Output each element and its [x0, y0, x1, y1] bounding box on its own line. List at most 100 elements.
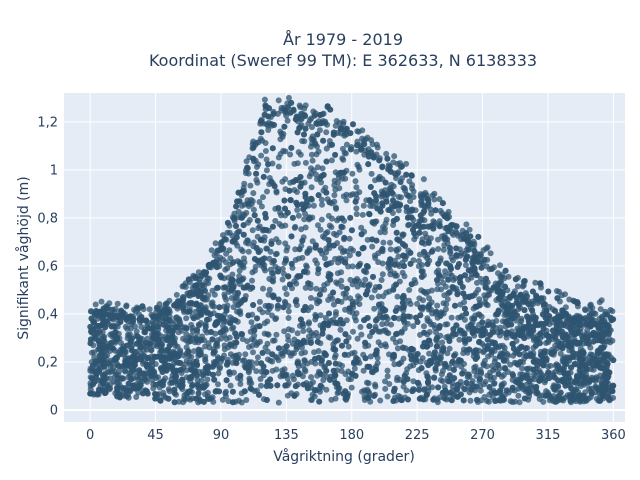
data-point	[315, 222, 321, 229]
data-point	[479, 279, 486, 286]
data-point	[407, 352, 414, 359]
data-point	[322, 314, 329, 321]
data-point	[317, 312, 324, 319]
data-point	[410, 226, 416, 233]
data-point	[440, 246, 447, 253]
data-point	[88, 328, 95, 335]
data-point	[257, 376, 264, 382]
data-point	[603, 351, 610, 358]
data-point	[556, 318, 563, 325]
data-point	[341, 351, 348, 358]
data-point	[435, 236, 441, 243]
data-point	[446, 338, 453, 344]
data-point	[292, 383, 299, 390]
data-point	[240, 231, 247, 238]
data-point	[441, 242, 448, 249]
data-point	[354, 335, 361, 342]
data-point	[471, 364, 478, 371]
data-point	[325, 212, 332, 219]
data-point	[316, 398, 323, 405]
data-point	[173, 303, 180, 309]
data-point	[314, 131, 321, 138]
data-point	[113, 355, 120, 361]
data-point	[390, 183, 397, 190]
data-point	[266, 275, 273, 282]
data-point	[282, 382, 289, 389]
data-point	[266, 255, 273, 262]
data-point	[248, 319, 255, 326]
data-point	[183, 315, 190, 322]
data-point	[430, 396, 437, 403]
data-point	[448, 221, 455, 228]
data-point	[440, 345, 447, 351]
data-point	[439, 339, 446, 346]
data-point	[465, 238, 472, 245]
data-point	[515, 361, 521, 368]
data-point	[219, 396, 226, 403]
data-point	[295, 255, 302, 262]
data-point	[448, 254, 455, 261]
data-point	[334, 390, 341, 397]
data-point	[260, 173, 267, 180]
data-point	[328, 259, 335, 266]
data-point	[394, 345, 401, 352]
data-point	[319, 330, 326, 337]
data-point	[365, 394, 372, 401]
data-point	[387, 271, 394, 278]
data-point	[254, 217, 261, 224]
data-point	[185, 276, 192, 283]
data-point	[358, 231, 365, 238]
data-point	[604, 360, 611, 367]
data-point	[420, 343, 426, 350]
data-point	[481, 394, 488, 400]
data-point	[323, 129, 330, 136]
data-point	[87, 323, 94, 330]
data-point	[222, 266, 229, 273]
data-point	[577, 321, 584, 328]
data-point	[434, 334, 441, 341]
data-point	[311, 349, 318, 356]
data-point	[188, 321, 195, 328]
data-point	[129, 318, 136, 325]
data-point	[286, 187, 293, 194]
data-point	[292, 298, 299, 305]
data-point	[317, 247, 324, 254]
data-point	[460, 290, 467, 297]
data-point	[411, 236, 418, 243]
data-point	[314, 143, 320, 150]
data-point	[219, 355, 225, 362]
data-point	[285, 315, 292, 321]
data-point	[167, 380, 174, 387]
data-point	[229, 325, 235, 332]
data-point	[224, 219, 231, 226]
data-point	[303, 264, 310, 270]
data-point	[292, 246, 299, 253]
data-point	[585, 395, 592, 402]
data-point	[273, 366, 280, 373]
data-point	[442, 360, 449, 367]
data-point	[366, 281, 373, 288]
data-point	[242, 351, 249, 358]
data-point	[384, 367, 391, 374]
data-point	[317, 226, 324, 233]
data-point	[501, 275, 508, 282]
data-point	[251, 327, 258, 334]
data-point	[279, 265, 286, 272]
data-point	[406, 287, 413, 293]
data-point	[501, 344, 508, 351]
data-point	[599, 314, 606, 321]
data-point	[314, 338, 321, 345]
data-point	[93, 322, 100, 329]
data-point	[481, 347, 488, 354]
data-point	[245, 219, 251, 226]
data-point	[502, 283, 508, 290]
data-point	[361, 141, 368, 148]
data-point	[453, 245, 460, 252]
data-point	[282, 148, 289, 155]
data-point	[441, 395, 448, 402]
data-point	[526, 378, 533, 385]
data-point	[416, 386, 423, 393]
data-point	[308, 170, 315, 177]
data-point	[293, 280, 300, 287]
data-point	[354, 161, 361, 168]
